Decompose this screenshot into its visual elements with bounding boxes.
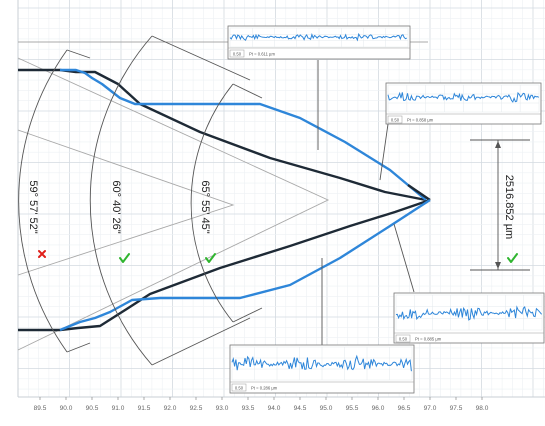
inset-badge: [229, 49, 245, 58]
x-tick-label: 91.5: [138, 405, 151, 412]
inset-badge-text: 0.50: [235, 386, 244, 391]
x-tick-label: 92.5: [190, 405, 203, 412]
profile-lower-blue: [59, 198, 431, 332]
x-tick-label: 89.5: [34, 405, 47, 412]
x-tick-label: 98.0: [476, 405, 489, 412]
roughness-inset[interactable]: 0.50 Pt = 0.611 µm: [227, 25, 411, 60]
distance-dimension: [470, 139, 530, 271]
x-tick-label: 90.0: [60, 405, 73, 412]
roughness-inset[interactable]: 0.50 Pt = 0.885 µm: [393, 292, 545, 344]
x-tick-label: 95.0: [320, 405, 333, 412]
profile-lower-dark: [18, 198, 431, 332]
profile-tip: [407, 184, 431, 201]
roughness-inset[interactable]: 0.50 Pt = 0.286 µm: [229, 344, 415, 394]
angle-ext-1a: [66, 49, 91, 59]
x-tick-label: 96.0: [372, 405, 385, 412]
check-icon: [205, 253, 216, 263]
distance-label: 2516.852 µm: [503, 175, 515, 239]
inset-badge-text: 0.50: [233, 52, 242, 57]
inset-badge-text: 0.50: [391, 118, 400, 123]
x-tick-label: 95.5: [346, 405, 359, 412]
callout-leaders: [317, 60, 415, 345]
angle-arc-1: [18, 49, 68, 353]
inset-badge: [231, 383, 247, 392]
leader-3: [393, 223, 415, 293]
angle-dimensions: [18, 35, 263, 366]
x-tick-label: 96.5: [398, 405, 411, 412]
x-tick-label: 94.0: [268, 405, 281, 412]
roughness-trace: [229, 32, 408, 42]
inset-grid: [395, 294, 543, 331]
distance-arrow-bottom: [495, 262, 501, 269]
angle-ext-3b: [232, 307, 263, 323]
profile-upper: [18, 68, 431, 202]
inset-badge: [387, 115, 403, 124]
roughness-trace: [231, 354, 412, 372]
x-tick-label: 93.5: [242, 405, 255, 412]
cross-icon: [38, 250, 46, 258]
check-icon: [119, 253, 130, 263]
leader-2: [379, 123, 389, 181]
x-tick-label: 91.0: [112, 405, 125, 412]
inset-badge-text: 0.50: [399, 337, 408, 342]
x-tick-label: 94.5: [294, 405, 307, 412]
roughness-trace: [387, 91, 540, 103]
angle-ext-1b: [66, 342, 91, 353]
inset-value: Pt = 0.858 µm: [407, 118, 434, 123]
x-tick-label: 97.0: [424, 405, 437, 412]
x-tick-label: 90.5: [86, 405, 99, 412]
x-tick-label: 92.0: [164, 405, 177, 412]
angle-arc-2: [89, 35, 153, 366]
x-tick-label: 93.0: [216, 405, 229, 412]
profile-upper-blue: [60, 68, 427, 201]
construction-flank-outer: [17, 57, 330, 351]
inset-value: Pt = 0.885 µm: [415, 337, 442, 342]
angle-arc-3: [190, 83, 234, 323]
construction-flank-inner: [17, 129, 235, 276]
distance-arrow-top: [495, 141, 501, 148]
angle-label-2: 60° 40' 26": [110, 180, 122, 233]
inset-grid: [231, 346, 413, 381]
profile-lower: [18, 198, 431, 332]
roughness-trace: [395, 305, 542, 321]
angle-ext-2a: [151, 35, 251, 81]
angle-label-3: 65° 55' 45": [199, 180, 211, 233]
inset-value: Pt = 0.611 µm: [249, 52, 275, 57]
x-tick-label: 97.5: [450, 405, 463, 412]
x-axis: 89.5 90.0 90.5 91.0 91.5 92.0 92.5 93.0 93.5 94.0…: [34, 397, 489, 412]
roughness-inset[interactable]: 0.50 Pt = 0.858 µm: [385, 82, 542, 125]
profile-upper-dark: [18, 68, 427, 202]
inset-value: Pt = 0.286 µm: [251, 386, 278, 391]
angle-label-1: 59° 57' 52": [27, 180, 39, 233]
inset-grid: [229, 27, 409, 48]
angle-ext-2b: [151, 317, 251, 366]
angle-ext-3a: [232, 83, 263, 99]
inset-badge: [395, 334, 411, 343]
check-icon: [507, 253, 518, 263]
